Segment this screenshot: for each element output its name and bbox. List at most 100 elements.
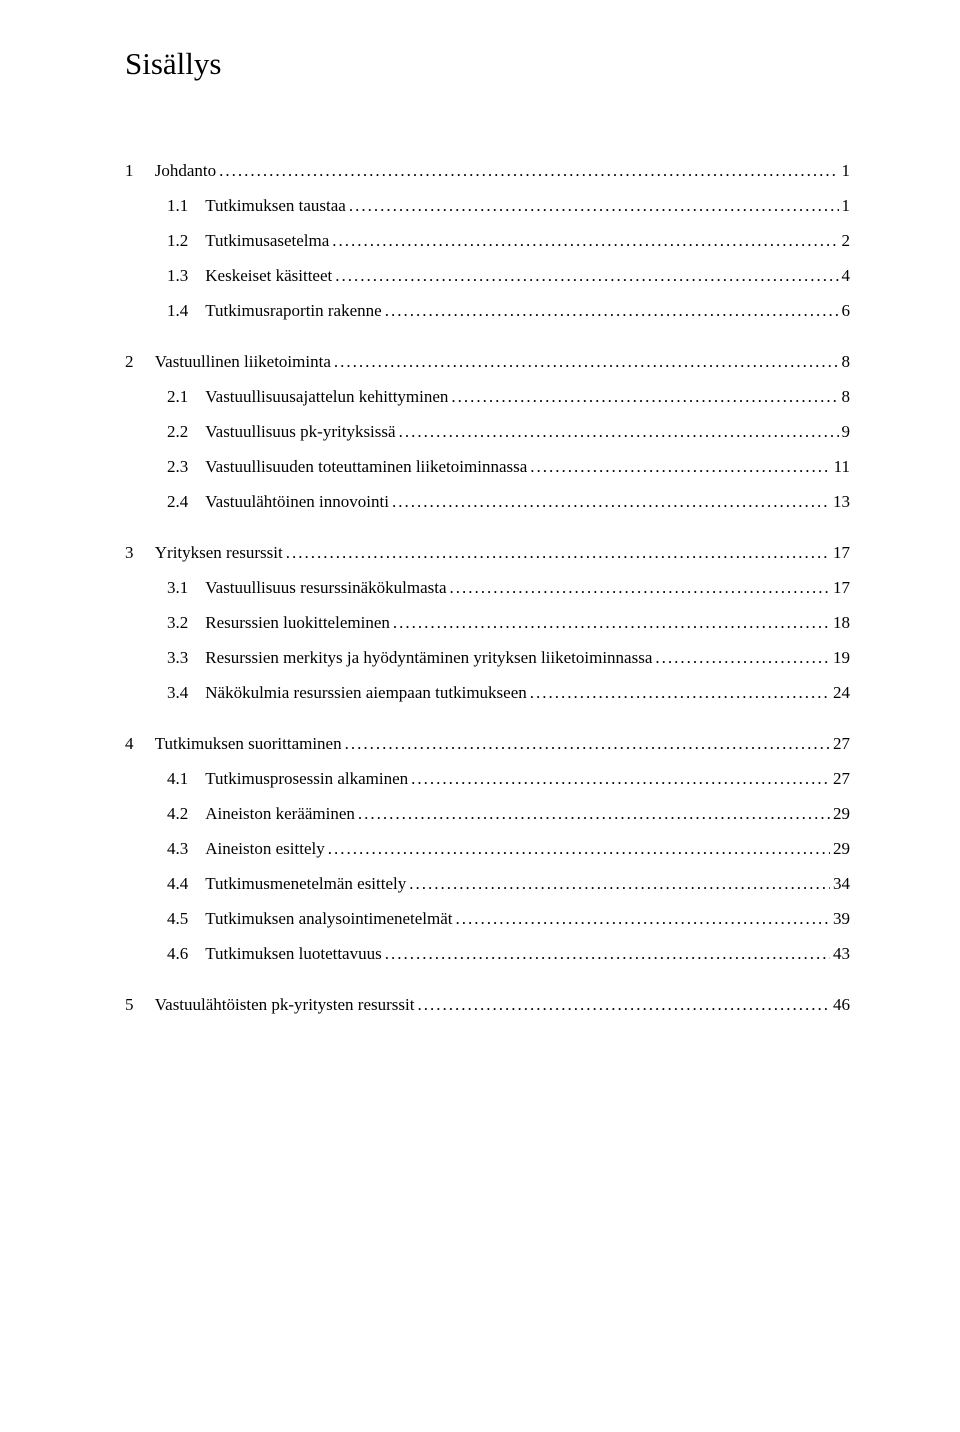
toc-entry-number: 4.2	[167, 805, 205, 822]
toc-spacer	[125, 214, 850, 232]
toc-list: 1 Johdanto..............................…	[125, 128, 850, 1013]
toc-entry-page: 46	[833, 996, 850, 1013]
toc-entry-level2: 1.2 Tutkimusasetelma....................…	[125, 232, 850, 249]
toc-entry-page: 18	[833, 614, 850, 631]
toc-entry-number: 5	[125, 996, 155, 1013]
toc-entry-page: 8	[842, 388, 851, 405]
toc-entry-page: 6	[842, 302, 851, 319]
toc-leader-dots: ........................................…	[456, 910, 830, 927]
toc-spacer	[125, 857, 850, 875]
toc-spacer	[125, 666, 850, 684]
toc-entry-page: 1	[842, 197, 851, 214]
toc-entry-number: 2.3	[167, 458, 205, 475]
toc-entry-page: 39	[833, 910, 850, 927]
toc-entry-label: Näkökulmia resurssien aiempaan tutkimuks…	[205, 684, 527, 701]
toc-entry-page: 17	[833, 579, 850, 596]
toc-leader-dots: ........................................…	[332, 232, 838, 249]
toc-leader-dots: ........................................…	[417, 996, 830, 1013]
toc-entry-level2: 3.1 Vastuullisuus resurssinäkökulmasta..…	[125, 579, 850, 596]
toc-entry-level2: 4.3 Aineiston esittely..................…	[125, 840, 850, 857]
toc-entry-number: 4.1	[167, 770, 205, 787]
toc-entry-level2: 4.6 Tutkimuksen luotettavuus............…	[125, 945, 850, 962]
toc-leader-dots: ........................................…	[411, 770, 830, 787]
toc-entry-number: 3.4	[167, 684, 205, 701]
toc-entry-label: Vastuulähtöinen innovointi	[205, 493, 389, 510]
toc-entry-page: 19	[833, 649, 850, 666]
toc-entry-level2: 1.3 Keskeiset käsitteet.................…	[125, 267, 850, 284]
toc-leader-dots: ........................................…	[334, 353, 839, 370]
toc-entry-page: 8	[842, 353, 851, 370]
toc-entry-number: 3.3	[167, 649, 205, 666]
toc-entry-number: 3.1	[167, 579, 205, 596]
toc-spacer	[125, 249, 850, 267]
toc-spacer	[125, 128, 850, 162]
toc-spacer	[125, 752, 850, 770]
toc-entry-level2: 2.2 Vastuullisuus pk-yrityksissä........…	[125, 423, 850, 440]
toc-entry-level2: 1.1 Tutkimuksen taustaa.................…	[125, 197, 850, 214]
toc-spacer	[125, 892, 850, 910]
toc-entry-label: Vastuullisuus pk-yrityksissä	[205, 423, 395, 440]
toc-entry-level1: 1 Johdanto..............................…	[125, 162, 850, 179]
toc-entry-page: 24	[833, 684, 850, 701]
toc-entry-label: Aineiston kerääminen	[205, 805, 355, 822]
toc-entry-level2: 4.1 Tutkimusprosessin alkaminen.........…	[125, 770, 850, 787]
toc-entry-label: Yrityksen resurssit	[155, 544, 283, 561]
toc-spacer	[125, 319, 850, 353]
toc-leader-dots: ........................................…	[393, 614, 830, 631]
toc-entry-page: 2	[842, 232, 851, 249]
toc-leader-dots: ........................................…	[530, 458, 830, 475]
toc-entry-page: 13	[833, 493, 850, 510]
toc-entry-level1: 2 Vastuullinen liiketoiminta............…	[125, 353, 850, 370]
toc-entry-page: 27	[833, 770, 850, 787]
toc-leader-dots: ........................................…	[219, 162, 838, 179]
toc-spacer	[125, 962, 850, 996]
toc-spacer	[125, 405, 850, 423]
toc-entry-number: 1.1	[167, 197, 205, 214]
toc-entry-level2: 2.1 Vastuullisuusajattelun kehittyminen.…	[125, 388, 850, 405]
toc-entry-label: Tutkimusasetelma	[205, 232, 329, 249]
toc-entry-label: Vastuullinen liiketoiminta	[155, 353, 331, 370]
toc-spacer	[125, 284, 850, 302]
toc-entry-label: Johdanto	[155, 162, 216, 179]
toc-entry-page: 34	[833, 875, 850, 892]
toc-entry-label: Tutkimuksen luotettavuus	[205, 945, 381, 962]
toc-heading: Sisällys	[125, 46, 850, 82]
toc-spacer	[125, 561, 850, 579]
toc-leader-dots: ........................................…	[655, 649, 830, 666]
toc-entry-number: 2	[125, 353, 155, 370]
toc-entry-page: 17	[833, 544, 850, 561]
toc-entry-number: 2.4	[167, 493, 205, 510]
toc-entry-number: 1.4	[167, 302, 205, 319]
toc-entry-level2: 2.3 Vastuullisuuden toteuttaminen liiket…	[125, 458, 850, 475]
toc-entry-number: 3.2	[167, 614, 205, 631]
toc-leader-dots: ........................................…	[399, 423, 839, 440]
toc-spacer	[125, 475, 850, 493]
toc-entry-label: Vastuullisuusajattelun kehittyminen	[205, 388, 448, 405]
toc-entry-level2: 2.4 Vastuulähtöinen innovointi..........…	[125, 493, 850, 510]
toc-entry-label: Tutkimuksen suorittaminen	[155, 735, 342, 752]
toc-entry-number: 4.4	[167, 875, 205, 892]
toc-entry-label: Vastuulähtöisten pk-yritysten resurssit	[155, 996, 415, 1013]
toc-entry-level1: 5 Vastuulähtöisten pk-yritysten resurssi…	[125, 996, 850, 1013]
toc-entry-level1: 3 Yrityksen resurssit...................…	[125, 544, 850, 561]
toc-entry-page: 43	[833, 945, 850, 962]
toc-spacer	[125, 701, 850, 735]
toc-spacer	[125, 370, 850, 388]
toc-spacer	[125, 440, 850, 458]
toc-entry-label: Keskeiset käsitteet	[205, 267, 332, 284]
toc-leader-dots: ........................................…	[345, 735, 830, 752]
toc-entry-page: 27	[833, 735, 850, 752]
toc-entry-label: Resurssien luokitteleminen	[205, 614, 390, 631]
toc-leader-dots: ........................................…	[450, 579, 830, 596]
toc-entry-label: Tutkimuksen taustaa	[205, 197, 346, 214]
toc-entry-level2: 4.4 Tutkimusmenetelmän esittely.........…	[125, 875, 850, 892]
toc-entry-number: 4	[125, 735, 155, 752]
toc-entry-level2: 1.4 Tutkimusraportin rakenne............…	[125, 302, 850, 319]
toc-entry-number: 4.3	[167, 840, 205, 857]
toc-spacer	[125, 822, 850, 840]
toc-entry-number: 1.2	[167, 232, 205, 249]
toc-entry-label: Tutkimusraportin rakenne	[205, 302, 381, 319]
toc-entry-page: 11	[834, 458, 850, 475]
toc-entry-level2: 3.2 Resurssien luokitteleminen..........…	[125, 614, 850, 631]
toc-spacer	[125, 927, 850, 945]
